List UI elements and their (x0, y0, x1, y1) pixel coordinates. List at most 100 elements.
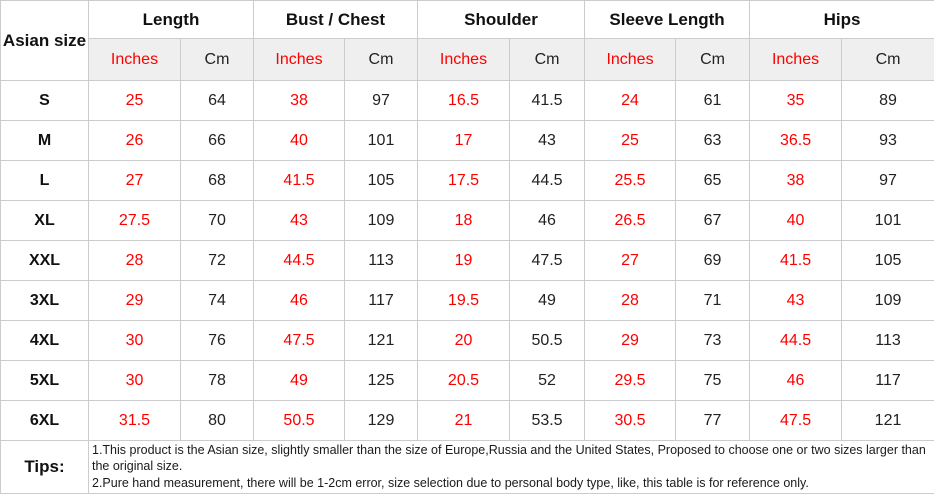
inches-value-cell: 25 (89, 81, 181, 121)
cm-value-cell: 97 (345, 81, 418, 121)
size-cell: 5XL (1, 361, 89, 401)
cm-value-cell: 105 (345, 161, 418, 201)
cm-value-cell: 72 (181, 241, 254, 281)
cm-value-cell: 129 (345, 401, 418, 441)
inches-value-cell: 30.5 (585, 401, 676, 441)
cm-value-cell: 74 (181, 281, 254, 321)
size-cell: 3XL (1, 281, 89, 321)
cm-value-cell: 44.5 (510, 161, 585, 201)
inches-value-cell: 19.5 (418, 281, 510, 321)
inches-value-cell: 38 (254, 81, 345, 121)
cm-value-cell: 117 (345, 281, 418, 321)
cm-value-cell: 121 (842, 401, 934, 441)
cm-value-cell: 63 (676, 121, 750, 161)
inches-value-cell: 41.5 (254, 161, 345, 201)
inches-value-cell: 40 (750, 201, 842, 241)
inches-value-cell: 18 (418, 201, 510, 241)
inches-value-cell: 28 (89, 241, 181, 281)
inches-value-cell: 46 (254, 281, 345, 321)
inches-value-cell: 27 (585, 241, 676, 281)
cm-value-cell: 78 (181, 361, 254, 401)
cm-value-cell: 47.5 (510, 241, 585, 281)
inches-value-cell: 44.5 (254, 241, 345, 281)
inches-value-cell: 44.5 (750, 321, 842, 361)
group-header-bust-chest: Bust / Chest (254, 1, 418, 39)
tips-label: Tips: (1, 441, 89, 494)
cm-value-cell: 117 (842, 361, 934, 401)
inches-value-cell: 46 (750, 361, 842, 401)
inches-value-cell: 31.5 (89, 401, 181, 441)
inches-value-cell: 21 (418, 401, 510, 441)
unit-header-cm: Cm (345, 39, 418, 81)
size-cell: 6XL (1, 401, 89, 441)
inches-value-cell: 35 (750, 81, 842, 121)
cm-value-cell: 125 (345, 361, 418, 401)
cm-value-cell: 113 (345, 241, 418, 281)
cm-value-cell: 41.5 (510, 81, 585, 121)
cm-value-cell: 101 (345, 121, 418, 161)
inches-value-cell: 43 (254, 201, 345, 241)
cm-value-cell: 69 (676, 241, 750, 281)
cm-value-cell: 76 (181, 321, 254, 361)
inches-value-cell: 20.5 (418, 361, 510, 401)
unit-header-cm: Cm (676, 39, 750, 81)
group-header-hips: Hips (750, 1, 934, 39)
inches-value-cell: 30 (89, 361, 181, 401)
cm-value-cell: 65 (676, 161, 750, 201)
inches-value-cell: 26 (89, 121, 181, 161)
unit-header-cm: Cm (510, 39, 585, 81)
inches-value-cell: 49 (254, 361, 345, 401)
cm-value-cell: 89 (842, 81, 934, 121)
cm-value-cell: 61 (676, 81, 750, 121)
size-cell: XXL (1, 241, 89, 281)
inches-value-cell: 24 (585, 81, 676, 121)
inches-value-cell: 19 (418, 241, 510, 281)
cm-value-cell: 80 (181, 401, 254, 441)
unit-header-inches: Inches (750, 39, 842, 81)
tips-line-2: 2.Pure hand measurement, there will be 1… (92, 475, 930, 491)
units-header-row: Inches Cm Inches Cm Inches Cm Inches Cm … (1, 39, 934, 81)
group-header-row: Asian size Length Bust / Chest Shoulder … (1, 1, 934, 39)
cm-value-cell: 97 (842, 161, 934, 201)
cm-value-cell: 66 (181, 121, 254, 161)
cm-value-cell: 68 (181, 161, 254, 201)
inches-value-cell: 30 (89, 321, 181, 361)
cm-value-cell: 121 (345, 321, 418, 361)
cm-value-cell: 46 (510, 201, 585, 241)
cm-value-cell: 101 (842, 201, 934, 241)
inches-value-cell: 36.5 (750, 121, 842, 161)
tips-line-1: 1.This product is the Asian size, slight… (92, 442, 930, 475)
inches-value-cell: 26.5 (585, 201, 676, 241)
cm-value-cell: 77 (676, 401, 750, 441)
inches-value-cell: 47.5 (750, 401, 842, 441)
size-cell: L (1, 161, 89, 201)
size-cell: M (1, 121, 89, 161)
size-cell: S (1, 81, 89, 121)
cm-value-cell: 67 (676, 201, 750, 241)
unit-header-inches: Inches (418, 39, 510, 81)
inches-value-cell: 47.5 (254, 321, 345, 361)
unit-header-cm: Cm (842, 39, 934, 81)
inches-value-cell: 16.5 (418, 81, 510, 121)
tips-row: Tips: 1.This product is the Asian size, … (1, 441, 934, 494)
inches-value-cell: 38 (750, 161, 842, 201)
cm-value-cell: 49 (510, 281, 585, 321)
inches-value-cell: 29.5 (585, 361, 676, 401)
inches-value-cell: 29 (585, 321, 676, 361)
cm-value-cell: 109 (842, 281, 934, 321)
unit-header-cm: Cm (181, 39, 254, 81)
cm-value-cell: 73 (676, 321, 750, 361)
cm-value-cell: 109 (345, 201, 418, 241)
inches-value-cell: 50.5 (254, 401, 345, 441)
inches-value-cell: 20 (418, 321, 510, 361)
group-header-length: Length (89, 1, 254, 39)
